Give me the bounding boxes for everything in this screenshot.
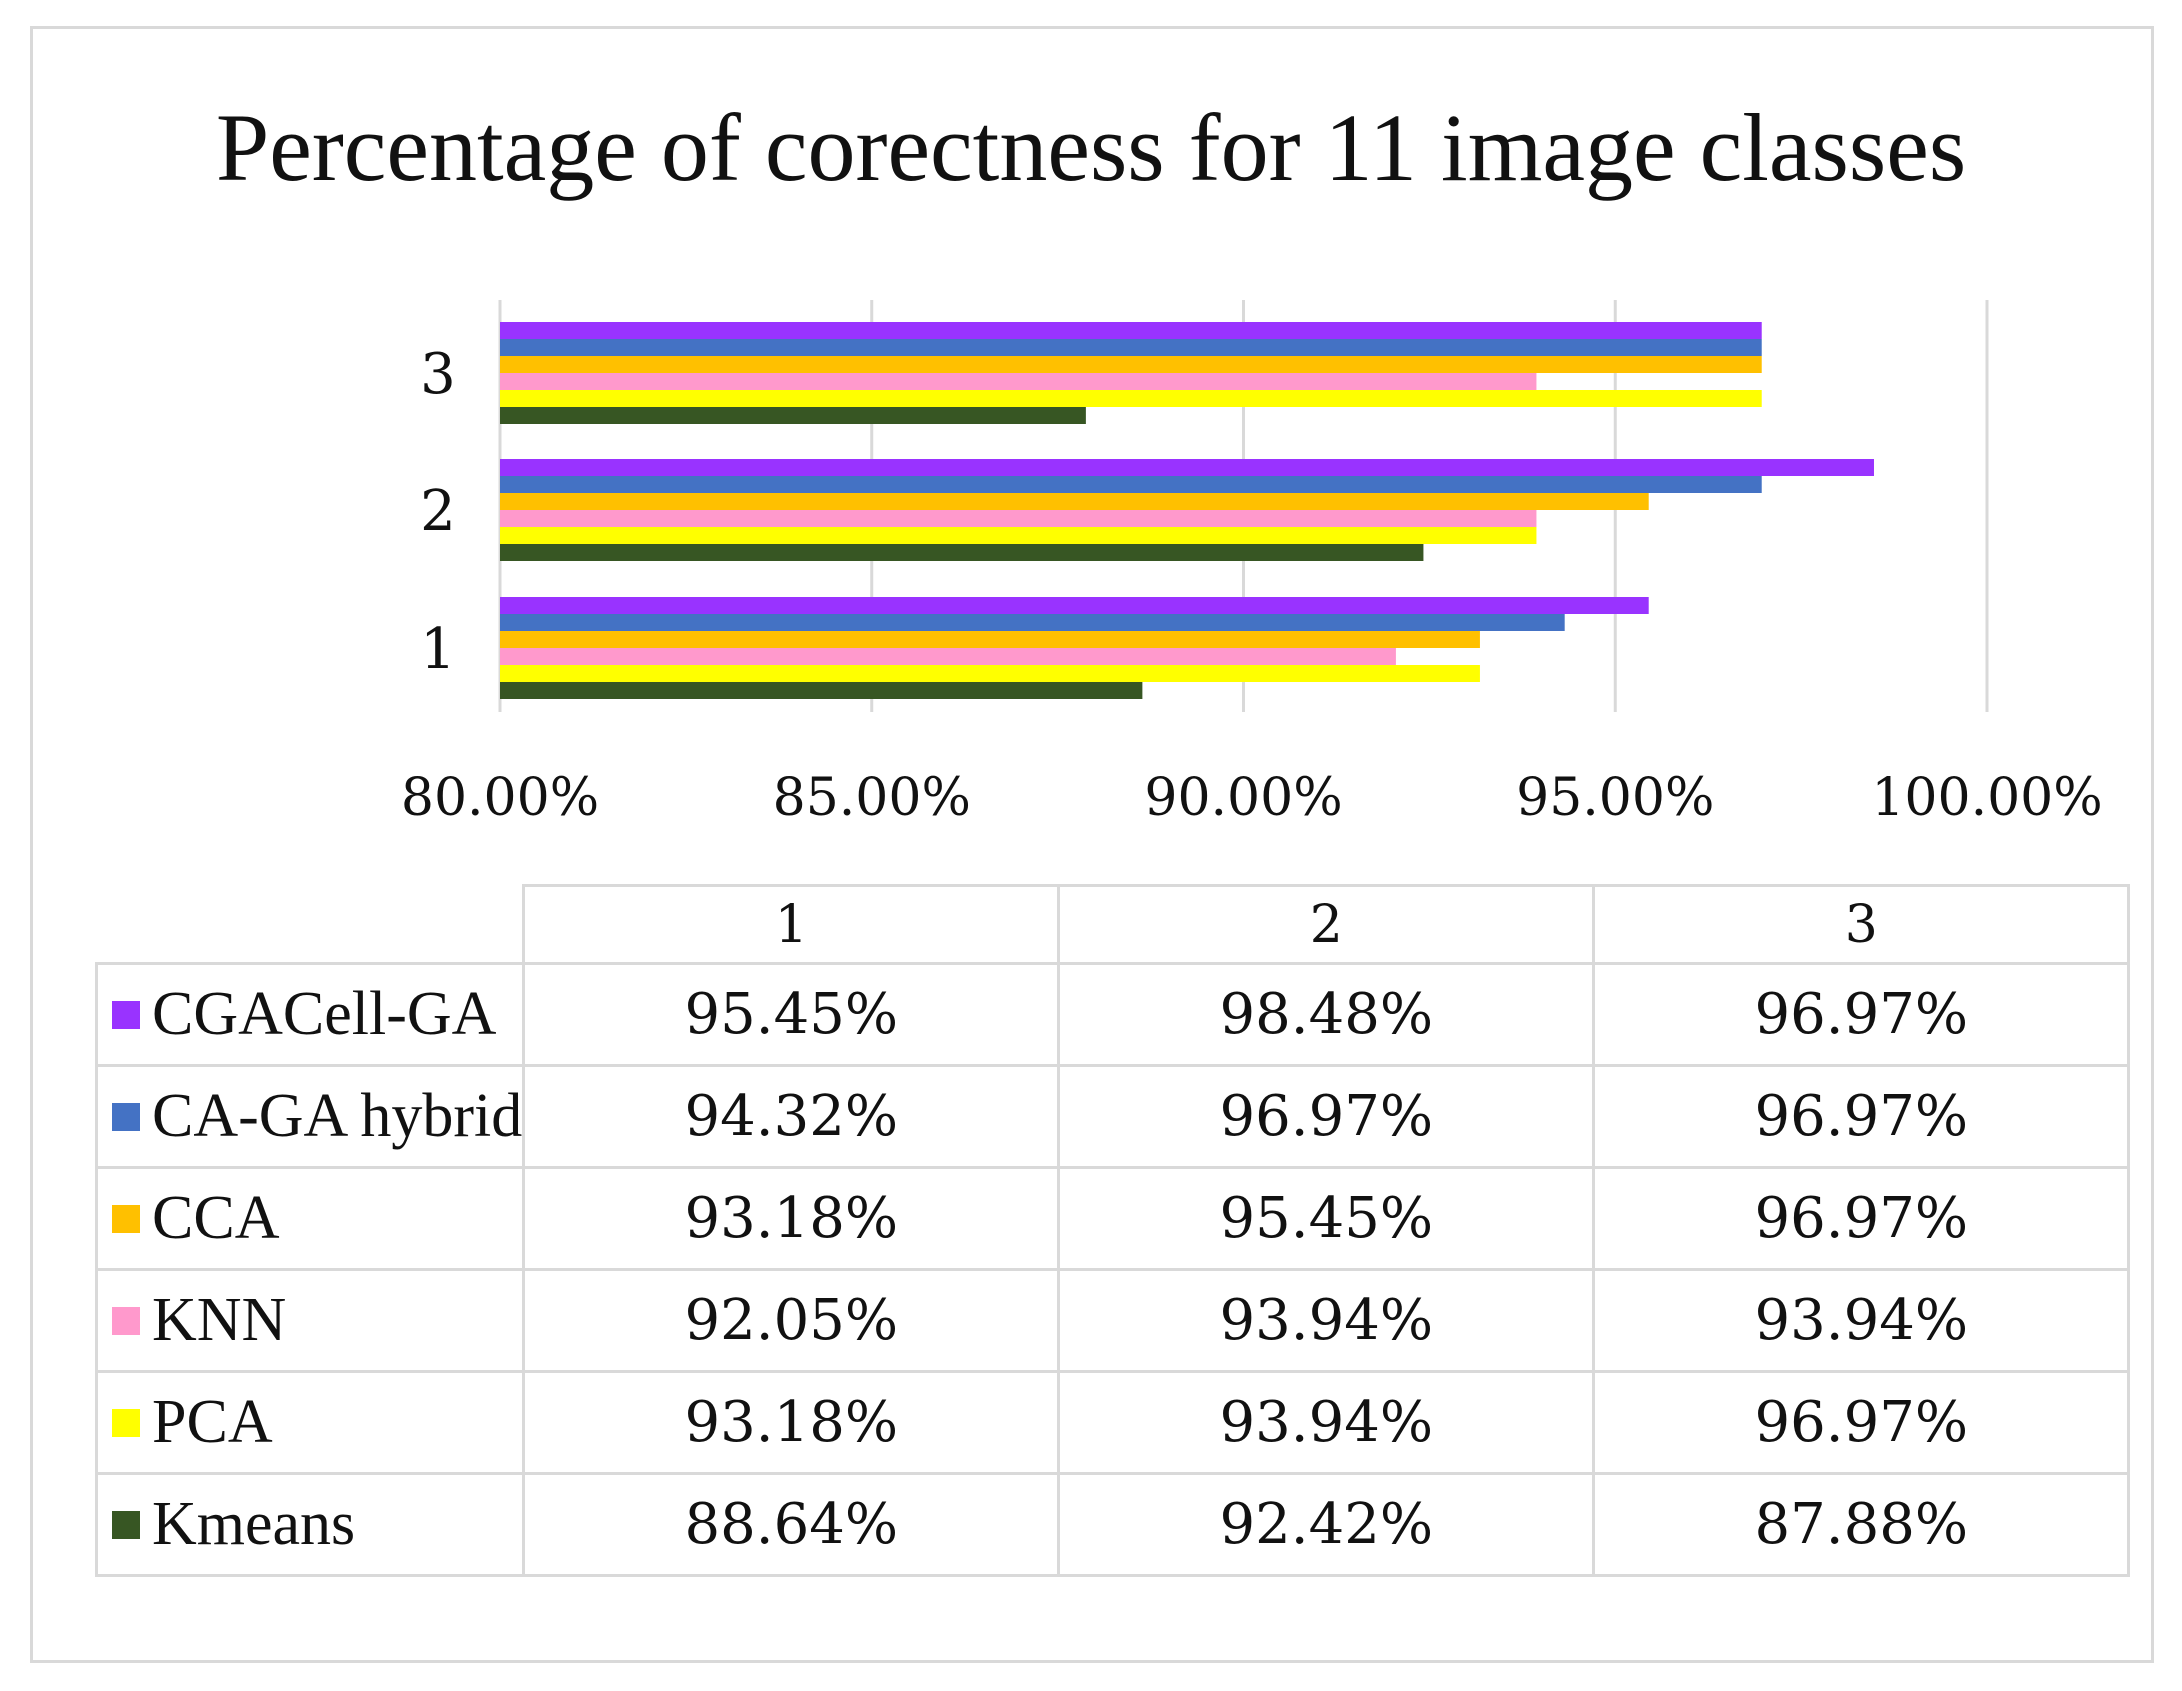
category-label: 2 [420,479,456,544]
legend-label: CCA [152,1184,280,1252]
chart-frame [30,26,2154,1663]
legend-entry: CCA [98,1183,522,1254]
bar-cca-cat-2 [500,493,1649,510]
legend-label: KNN [152,1286,287,1354]
legend-cell: CCA [94,1166,526,1271]
bar-cca-cat-1 [500,631,1480,648]
x-tick-label: 90.00% [1144,768,1342,828]
x-tick-label: 100.00% [1871,768,2102,828]
category-label: 1 [420,617,456,682]
legend-swatch [112,1306,140,1335]
bar-cgacell-ga-cat-3 [500,322,1762,339]
table-cell-value: 96.97% [1592,1166,2131,1271]
table-cell-value: 96.97% [1592,1064,2131,1169]
table-cell-value: 93.18% [522,1370,1061,1475]
legend-cell: CGACell-GA [94,962,526,1067]
legend-swatch [112,1102,140,1131]
x-tick-label: 80.00% [401,768,599,828]
category-label: 3 [420,342,456,407]
table-column-header: 3 [1592,884,2131,965]
table-cell-value: 95.45% [1057,1166,1596,1271]
table-row: PCA 93.18% 93.94% 96.97% [94,1370,2131,1475]
legend-swatch [112,1204,140,1233]
legend-entry: KNN [98,1285,522,1356]
legend-entry: PCA [98,1387,522,1458]
table-column-header: 1 [522,884,1061,965]
bar-ca-ga-hybrid-cat-2 [500,476,1762,493]
bar-ca-ga-hybrid-cat-3 [500,339,1762,356]
table-cell-value: 88.64% [522,1472,1061,1577]
bar-kmeans-cat-3 [500,407,1086,424]
legend-label: CGACell-GA [152,980,497,1048]
category-labels: 1 2 3 [420,342,456,682]
bar-kmeans-cat-1 [500,682,1143,699]
legend-swatch [112,1000,140,1029]
table-cell-value: 96.97% [1057,1064,1596,1169]
table-cell-value: 95.45% [522,962,1061,1067]
table-row: Kmeans 88.64% 92.42% 87.88% [94,1472,2131,1577]
legend-cell: CA-GA hybrid [94,1064,526,1169]
table-row: CGACell-GA 95.45% 98.48% 96.97% [94,962,2131,1067]
bar-cca-cat-3 [500,356,1762,373]
legend-entry: Kmeans [98,1489,522,1560]
legend-cell: Kmeans [94,1472,526,1577]
table-row: CCA 93.18% 95.45% 96.97% [94,1166,2131,1271]
data-table-body: CGACell-GA 95.45% 98.48% 96.97% CA-GA hybrid… [94,962,2131,1577]
x-tick-label: 85.00% [773,768,971,828]
table-cell-value: 93.18% [522,1166,1061,1271]
table-corner [96,885,526,965]
table-cell-value: 96.97% [1592,1370,2131,1475]
table-row: KNN 92.05% 93.94% 93.94% [94,1268,2131,1373]
table-cell-value: 92.42% [1057,1472,1596,1577]
legend-label: PCA [152,1388,273,1456]
bar-cgacell-ga-cat-1 [500,597,1649,614]
bar-pca-cat-1 [500,665,1480,682]
table-cell-value: 92.05% [522,1268,1061,1373]
table-column-header: 2 [1057,884,1596,965]
bar-pca-cat-3 [500,390,1762,407]
table-cell-value: 93.94% [1057,1370,1596,1475]
x-tick-label: 95.00% [1516,768,1714,828]
bar-knn-cat-3 [500,373,1537,390]
legend-entry: CA-GA hybrid [98,1081,522,1152]
x-axis-tick-labels: 80.00% 85.00% 90.00% 95.00% 100.00% [401,768,2103,828]
table-cell-value: 93.94% [1592,1268,2131,1373]
chart-title: Percentage of corectness for 11 image cl… [215,94,1967,201]
bar-knn-cat-2 [500,510,1537,527]
legend-label: CA-GA hybrid [152,1082,523,1150]
bar-pca-cat-2 [500,527,1537,544]
bar-plot: 1 2 3 80.00% 85.00% 90.00% 95.00% 100.00% [401,300,2103,828]
table-cell-value: 87.88% [1592,1472,2131,1577]
bar-ca-ga-hybrid-cat-1 [500,614,1565,631]
bar-knn-cat-1 [500,648,1396,665]
table-cell-value: 93.94% [1057,1268,1596,1373]
table-cell-value: 98.48% [1057,962,1596,1067]
legend-cell: PCA [94,1370,526,1475]
bar-kmeans-cat-2 [500,544,1424,561]
legend-label: Kmeans [152,1490,356,1558]
legend-cell: KNN [94,1268,526,1373]
legend-swatch [112,1510,140,1539]
bars [500,322,1874,699]
table-cell-value: 94.32% [522,1064,1061,1169]
bar-cgacell-ga-cat-2 [500,459,1874,476]
table-cell-value: 96.97% [1592,962,2131,1067]
table-row: CA-GA hybrid 94.32% 96.97% 96.97% [94,1064,2131,1169]
legend-entry: CGACell-GA [98,979,522,1050]
legend-swatch [112,1408,140,1437]
